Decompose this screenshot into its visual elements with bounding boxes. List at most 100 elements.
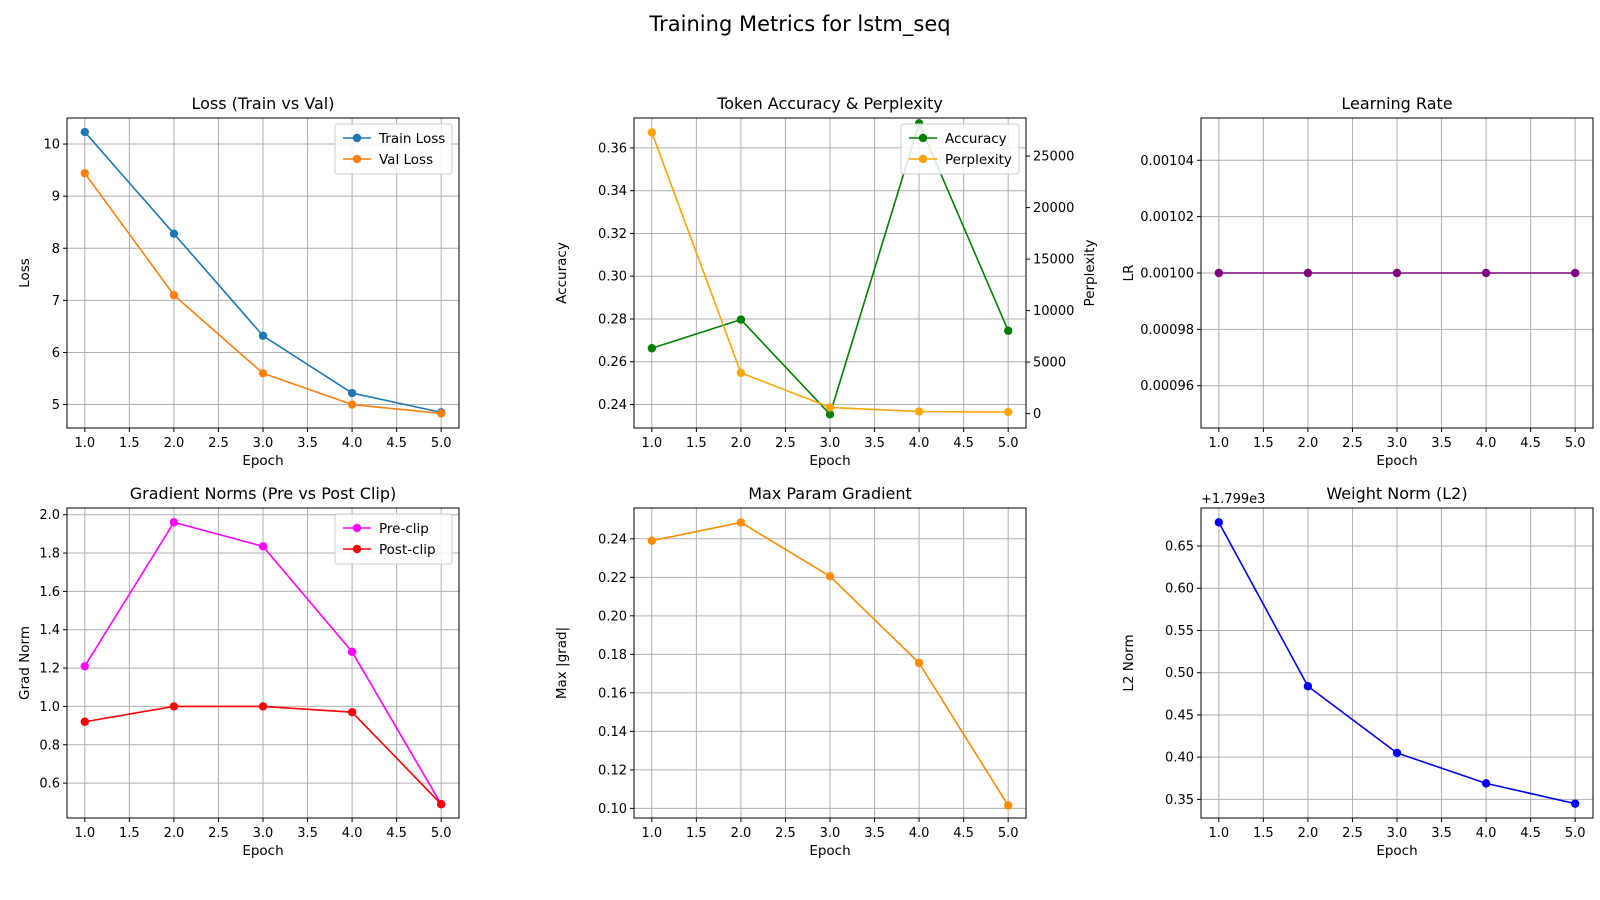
axes-frame [633, 117, 1027, 429]
x-axis-label: Epoch [809, 843, 850, 859]
x-tick-label: 1.5 [686, 436, 707, 451]
x-axis-label: Epoch [1376, 843, 1417, 859]
data-point [825, 403, 835, 412]
y-tick-label: 0.32 [598, 227, 627, 242]
y-right-axis-label: Perplexity [1082, 240, 1098, 307]
x-tick-label: 3.0 [253, 436, 274, 451]
y-axis-label: Loss [17, 258, 33, 288]
x-tick-label: 5.0 [1565, 436, 1586, 451]
legend-entry: Perplexity [945, 152, 1012, 168]
legend: Train Loss Val Loss [334, 123, 453, 175]
axes-frame [1200, 117, 1594, 429]
subplot-title: Weight Norm (L2) [1326, 484, 1467, 503]
axes-frame [66, 507, 460, 819]
x-axis-label: Epoch [1376, 453, 1417, 469]
y-tick-label: 9 [52, 190, 60, 205]
legend-swatch-marker [352, 544, 362, 554]
x-tick-label: 5.0 [431, 826, 452, 841]
y-tick-label: 2.0 [39, 508, 60, 523]
x-tick-label: 3.5 [1431, 826, 1452, 841]
subplot-6: 1.0 1.5 2.0 2.5 3.0 3.5 4.0 4.5 5.0 0.35 0.40 0.45 0… [1121, 484, 1594, 859]
x-tick-label: 3.5 [864, 436, 885, 451]
y-tick-label: 8 [52, 242, 60, 257]
data-point [80, 169, 90, 178]
legend-entry: Post-clip [379, 542, 436, 558]
legend-entry: Pre-clip [379, 521, 429, 537]
y-tick-label: 0.26 [598, 355, 627, 370]
data-point [914, 407, 924, 416]
x-tick-label: 1.0 [641, 436, 662, 451]
data-point [825, 572, 835, 581]
x-tick-label: 2.5 [208, 436, 229, 451]
y-tick-label: 0.10 [598, 802, 627, 817]
y-tick-label: 0.00098 [1140, 323, 1194, 338]
data-point [258, 542, 268, 551]
data-point [258, 702, 268, 711]
subplot-title: Token Accuracy & Perplexity [716, 94, 943, 113]
subplot-title: Loss (Train vs Val) [192, 94, 335, 113]
x-tick-label: 3.5 [864, 826, 885, 841]
y-axis-label: Max |grad| [554, 627, 570, 699]
data-point [736, 315, 746, 324]
x-tick-label: 5.0 [998, 436, 1019, 451]
data-point [647, 128, 657, 137]
data-point [647, 344, 657, 353]
data-point [1303, 268, 1313, 278]
data-point [1003, 407, 1013, 417]
data-point [736, 518, 746, 527]
legend-swatch-marker [352, 154, 362, 164]
legend-entry: Val Loss [379, 152, 433, 168]
legend: Pre-clip Post-clip [334, 513, 453, 565]
legend-swatch-marker [918, 133, 928, 143]
x-tick-label: 2.5 [208, 826, 229, 841]
y-tick-label: 0.18 [598, 648, 627, 663]
data-point [1003, 326, 1013, 335]
x-tick-label: 1.0 [1208, 436, 1229, 451]
x-tick-label: 2.0 [1298, 826, 1319, 841]
y-tick-label: 0.14 [598, 725, 627, 740]
x-tick-label: 3.0 [253, 826, 274, 841]
data-point [1481, 779, 1491, 788]
y-tick-label: 6 [52, 346, 60, 361]
x-axis-label: Epoch [242, 843, 283, 859]
data-point [347, 400, 357, 409]
legend-swatch-marker [352, 523, 362, 533]
x-tick-label: 2.0 [164, 826, 185, 841]
data-point [80, 127, 90, 137]
x-axis-label: Epoch [809, 453, 850, 469]
y-tick-label: 7 [52, 294, 60, 309]
x-tick-label: 4.0 [909, 436, 930, 451]
x-tick-label: 2.0 [731, 436, 752, 451]
y-tick-label: 1.8 [39, 547, 60, 562]
axes-frame [633, 507, 1027, 819]
data-point [1570, 268, 1580, 278]
y-tick-label: 1.2 [39, 662, 60, 677]
y-right-tick-label: 20000 [1033, 201, 1074, 216]
x-tick-label: 1.0 [641, 826, 662, 841]
y-tick-label: 0.22 [598, 571, 627, 586]
data-point [1570, 799, 1580, 808]
data-point [736, 368, 746, 378]
legend-box [900, 123, 1020, 175]
y-tick-label: 0.45 [1165, 708, 1194, 723]
y-right-tick-label: 10000 [1033, 304, 1074, 319]
data-point [1214, 268, 1224, 278]
y-axis-label: Accuracy [554, 242, 570, 304]
data-point [436, 799, 446, 809]
x-tick-label: 3.0 [820, 436, 841, 451]
data-point [80, 717, 90, 726]
data-point [1481, 268, 1491, 278]
data-point [914, 658, 924, 668]
y-tick-label: 0.6 [39, 777, 60, 792]
x-tick-label: 2.5 [1342, 436, 1363, 451]
y-axis-label: LR [1121, 265, 1137, 282]
data-point [1392, 268, 1402, 278]
y-tick-label: 0.8 [39, 738, 60, 753]
subplot-title: Learning Rate [1341, 94, 1452, 113]
x-tick-label: 4.5 [953, 826, 974, 841]
subplot-2: 1.0 1.5 2.0 2.5 3.0 3.5 4.0 4.5 5.0 0.24 0.26 0.28 0… [554, 94, 1098, 469]
data-point [647, 536, 657, 545]
y-tick-label: 0.12 [598, 763, 627, 778]
y-tick-label: 0.16 [598, 686, 627, 701]
y-tick-label: 5 [52, 398, 60, 413]
